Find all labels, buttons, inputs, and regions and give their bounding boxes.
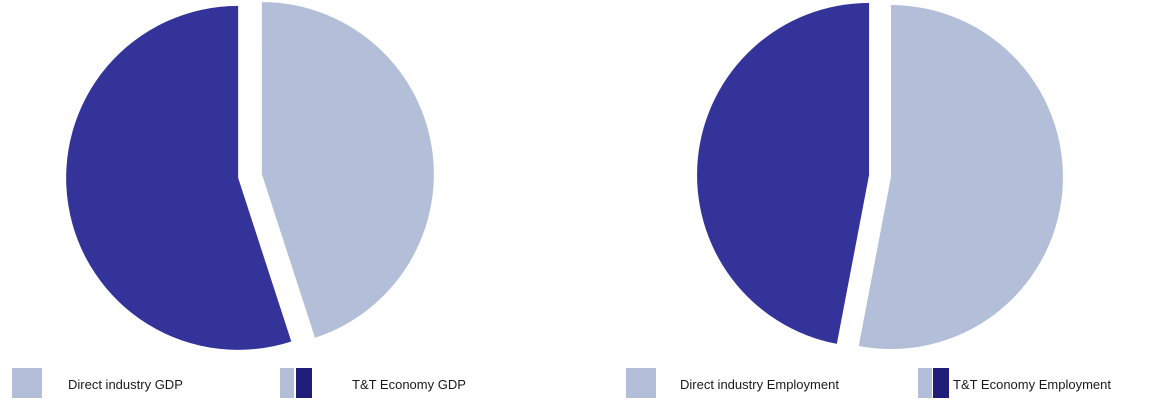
legend-label-economy-employment: T&T Economy Employment [953, 377, 1111, 392]
legend-employment: Direct industry Employment T&T Economy E… [626, 368, 1111, 398]
legend-gdp: Direct industry GDP T&T Economy GDP [12, 368, 466, 398]
legend-swatch-direct-employment [626, 368, 656, 398]
pie-slice-t-t-economy-employment [697, 2, 870, 344]
legend-swatch-economy-employment-dark [933, 368, 949, 398]
pie-slice-t-t-economy-gdp [66, 5, 292, 350]
pie-slice-direct-industry-employment [858, 5, 1063, 350]
pie-slice-direct-industry-gdp [261, 2, 434, 338]
legend-swatch-direct-gdp [12, 368, 42, 398]
legend-label-economy-gdp: T&T Economy GDP [352, 377, 466, 392]
pie-chart-gdp [66, 2, 434, 350]
legend-label-direct-employment: Direct industry Employment [680, 377, 839, 392]
legend-swatch-economy-gdp-light [280, 368, 294, 398]
pie-chart-employment [697, 2, 1063, 350]
legend-swatch-economy-gdp-dark [296, 368, 312, 398]
legend-label-direct-gdp: Direct industry GDP [68, 377, 183, 392]
legend-swatch-economy-employment-light [918, 368, 932, 398]
